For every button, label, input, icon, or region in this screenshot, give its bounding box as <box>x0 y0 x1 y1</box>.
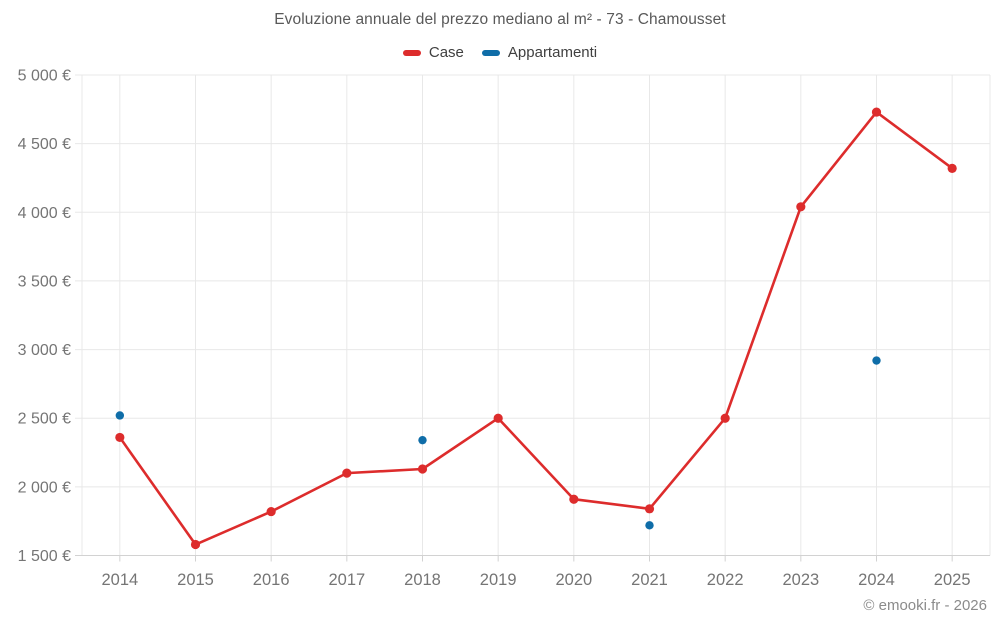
legend-label-case: Case <box>428 44 464 61</box>
appartamenti-data-point-2024[interactable] <box>872 356 881 365</box>
x-axis-tick-label: 2024 <box>858 571 895 589</box>
case-data-point-2021[interactable] <box>644 504 655 514</box>
legend-item-appartamenti[interactable]: Appartamenti <box>481 44 598 61</box>
x-axis-tick-label: 2025 <box>934 571 971 589</box>
case-data-point-2020[interactable] <box>569 494 579 504</box>
x-axis-tick-label: 2020 <box>555 571 592 589</box>
legend: Case Appartamenti <box>0 44 1000 61</box>
x-axis-tick-label: 2018 <box>404 571 441 589</box>
case-data-point-2022[interactable] <box>720 413 730 423</box>
y-axis-tick-label: 3 500 € <box>18 273 71 290</box>
x-axis-tick-label: 2022 <box>707 571 744 589</box>
case-data-point-2017[interactable] <box>342 468 352 478</box>
x-axis-tick-label: 2017 <box>328 571 365 589</box>
x-axis-tick-label: 2021 <box>631 571 668 589</box>
x-axis-tick-label: 2019 <box>480 571 517 589</box>
y-axis-tick-label: 3 000 € <box>18 342 71 359</box>
x-axis-tick-label: 2015 <box>177 571 214 589</box>
case-data-point-2018[interactable] <box>417 464 428 474</box>
copyright-note: © emooki.fr - 2026 <box>863 597 987 614</box>
case-data-point-2019[interactable] <box>493 413 503 423</box>
legend-label-appartamenti: Appartamenti <box>507 44 598 61</box>
case-data-point-2025[interactable] <box>947 163 957 173</box>
x-axis-tick-label: 2014 <box>101 571 138 589</box>
appartamenti-data-point-2014[interactable] <box>115 411 125 420</box>
case-series-swatch-icon <box>402 49 421 56</box>
y-axis-tick-label: 4 500 € <box>18 136 71 153</box>
case-data-point-2024[interactable] <box>871 107 882 117</box>
y-axis-tick-label: 2 500 € <box>18 411 71 428</box>
appartamenti-data-point-2018[interactable] <box>418 435 427 445</box>
case-data-point-2014[interactable] <box>115 432 125 443</box>
chart-title: Evoluzione annuale del prezzo mediano al… <box>274 11 726 28</box>
x-axis-tick-label: 2023 <box>782 571 819 589</box>
y-axis-tick-label: 1 500 € <box>18 548 71 565</box>
case-data-point-2023[interactable] <box>796 202 806 212</box>
case-data-point-2016[interactable] <box>266 506 276 517</box>
appartamenti-data-point-2021[interactable] <box>645 521 654 530</box>
legend-item-case[interactable]: Case <box>402 44 464 61</box>
y-axis-tick-label: 2 000 € <box>18 479 71 496</box>
appartamenti-series-swatch-icon <box>481 49 500 56</box>
case-data-point-2015[interactable] <box>190 539 201 550</box>
y-axis-tick-label: 5 000 € <box>18 68 71 85</box>
case-series-line <box>118 110 954 546</box>
y-axis-tick-label: 4 000 € <box>18 205 71 222</box>
x-axis-tick-label: 2016 <box>253 571 290 589</box>
